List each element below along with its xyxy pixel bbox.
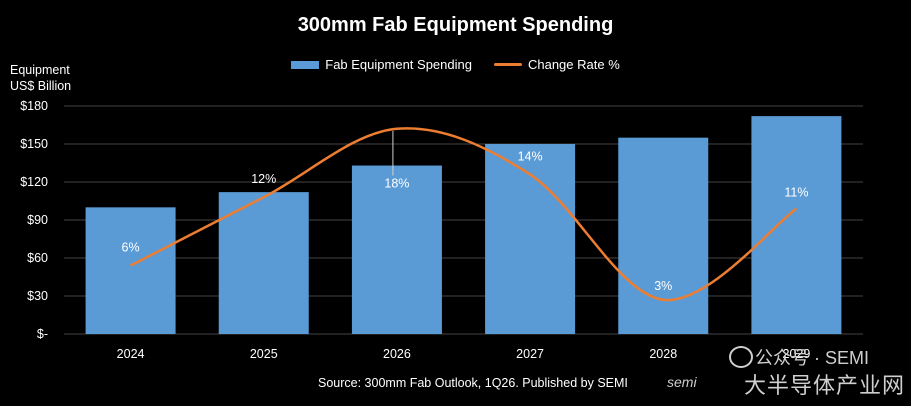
watermark-line2: 大半导体产业网: [743, 373, 905, 398]
x-tick-label: 2029: [783, 347, 811, 361]
data-label: 18%: [384, 177, 409, 191]
data-label: 11%: [784, 186, 808, 200]
watermark: 公众号 · SEMI semi 大半导体产业网: [607, 344, 907, 404]
legend-item-bar: Fab Equipment Spending: [291, 57, 472, 72]
chart-title: 300mm Fab Equipment Spending: [297, 14, 614, 36]
change-rate-line: [130, 127, 798, 302]
wechat-logo-icon: [729, 346, 753, 368]
legend-item-line: Change Rate %: [493, 57, 620, 72]
y-tick-label: $90: [27, 213, 48, 227]
x-tick-label: 2024: [117, 347, 145, 361]
y-tick-label: $180: [20, 99, 48, 113]
bar: [618, 137, 709, 334]
y-tick-label: $30: [27, 289, 48, 303]
legend-label-bar: Fab Equipment Spending: [325, 57, 472, 72]
x-tick-label: 2027: [516, 347, 544, 361]
data-label: 12%: [251, 172, 276, 186]
y-tick-label: $-: [37, 327, 48, 341]
data-label: 6%: [122, 241, 140, 255]
legend: Fab Equipment Spending Change Rate %: [0, 57, 911, 72]
watermark-line1: 公众号 · SEMI: [754, 348, 869, 368]
y-axis-label-line2: US$ Billion: [10, 79, 72, 93]
legend-label-line: Change Rate %: [527, 57, 620, 72]
source-note: Source: 300mm Fab Outlook, 1Q26. Publish…: [318, 376, 628, 390]
y-tick-label: $120: [20, 175, 48, 189]
legend-swatch-bar: [291, 60, 320, 69]
data-label: 3%: [654, 279, 672, 293]
y-tick-label: $150: [20, 137, 48, 151]
legend-swatch-line: [493, 63, 522, 66]
bar: [751, 116, 842, 334]
y-axis-label: Equipment US$ Billion: [10, 62, 71, 94]
bar: [218, 192, 309, 334]
x-tick-label: 2025: [250, 347, 278, 361]
y-tick-label: $60: [27, 251, 48, 265]
x-tick-label: 2028: [649, 347, 677, 361]
bar: [85, 207, 176, 334]
y-axis-label-line1: Equipment: [10, 63, 70, 77]
x-tick-label: 2026: [383, 347, 411, 361]
watermark-brand: semi: [667, 374, 697, 390]
bar: [485, 144, 576, 334]
data-label: 14%: [518, 149, 543, 163]
bar: [351, 165, 442, 334]
